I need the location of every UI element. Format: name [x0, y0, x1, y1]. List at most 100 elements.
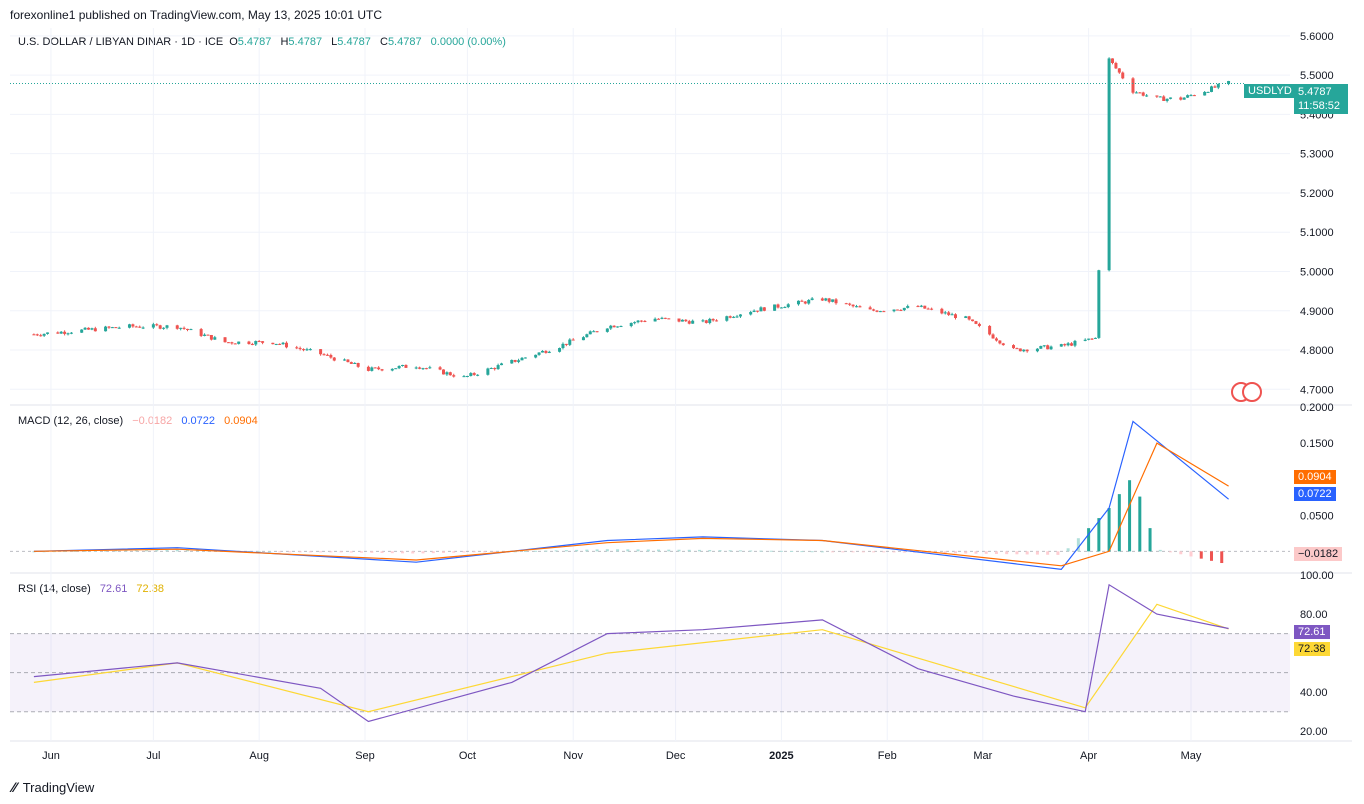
price-tick-label: 4.8000	[1300, 345, 1334, 357]
candle-body	[704, 320, 708, 323]
candle-body	[687, 321, 691, 324]
macd-hist-bar	[800, 551, 804, 553]
candle-body	[657, 318, 661, 320]
candle-body	[472, 373, 476, 375]
candle-body	[441, 369, 445, 375]
macd-legend: MACD (12, 26, close) −0.0182 0.0722 0.09…	[18, 415, 264, 427]
macd-hist-bar	[134, 550, 138, 552]
candle-body	[332, 357, 336, 361]
candle-body	[138, 326, 142, 328]
candle-body	[855, 306, 859, 308]
macd-hist-bar	[1179, 551, 1183, 555]
candle-body	[281, 342, 285, 345]
footer-brand[interactable]: ⁄⁄ TradingView	[12, 779, 94, 795]
candle-body	[203, 334, 207, 336]
candle-body	[1165, 98, 1169, 101]
macd-hist-bar	[185, 550, 189, 552]
candle-body	[1169, 97, 1173, 99]
macd-hist-bar	[1128, 480, 1132, 552]
macd-hist-bar	[657, 549, 661, 552]
candle-body	[701, 320, 705, 322]
candle-body	[162, 327, 166, 329]
macd-hist-bar	[319, 551, 323, 553]
candle-body	[1192, 95, 1196, 97]
candle-body	[185, 328, 189, 330]
candle-body	[691, 320, 695, 324]
candle-body	[199, 329, 203, 336]
candle-body	[69, 332, 73, 334]
macd-hist-bar	[1015, 551, 1019, 555]
candle-body	[284, 342, 288, 348]
candle-body	[489, 368, 493, 370]
candle-body	[165, 325, 169, 328]
candle-body	[612, 325, 616, 328]
candle-body	[438, 367, 442, 370]
candle-body	[810, 298, 814, 300]
candle-body	[404, 364, 408, 368]
candle-body	[114, 327, 118, 329]
macd-hist-bar	[1209, 551, 1213, 561]
tradingview-logo-icon: ⁄⁄	[12, 779, 17, 795]
time-tick-label: Jul	[146, 750, 160, 762]
time-tick-label: Jun	[42, 750, 60, 762]
time-tick-label: Nov	[563, 750, 583, 762]
candle-body	[1018, 348, 1022, 352]
candle-body	[872, 309, 876, 311]
candle-body	[967, 316, 971, 320]
candle-body	[895, 309, 899, 311]
candle-body	[1111, 58, 1115, 64]
candle-body	[868, 307, 872, 310]
macd-hist-bar	[431, 551, 435, 554]
macd-title[interactable]: MACD (12, 26, close)	[18, 415, 124, 427]
macd-hist-bar	[482, 551, 486, 553]
candle-body	[308, 349, 312, 351]
rsi-title[interactable]: RSI (14, close)	[18, 583, 91, 595]
candle-body	[513, 359, 517, 362]
candle-body	[561, 343, 565, 349]
candle-body	[667, 318, 671, 320]
macd-hist-bar	[677, 549, 681, 552]
macd-hist-bar	[554, 550, 558, 552]
candle-body	[1087, 338, 1091, 340]
macd-hist-bar	[267, 551, 271, 553]
candle-body	[831, 299, 835, 302]
candle-body	[206, 334, 210, 336]
macd-hist-bar	[790, 550, 794, 552]
macd-hist-bar	[308, 551, 312, 553]
candle-body	[1022, 349, 1026, 352]
macd-hist-bar	[370, 551, 374, 553]
price-tick-label: 5.6000	[1300, 31, 1334, 43]
macd-signal-line	[33, 442, 1229, 567]
candle-body	[629, 322, 633, 327]
macd-hist-bar	[544, 550, 548, 552]
candle-body	[919, 305, 923, 307]
candle-body	[878, 311, 882, 313]
candle-body	[827, 298, 831, 302]
macd-hist-bar	[728, 550, 732, 552]
macd-hist-bar	[923, 551, 927, 553]
candle-body	[783, 307, 787, 309]
macd-hist-bar	[646, 549, 650, 552]
candle-body	[39, 335, 43, 337]
macd-hist-bar	[749, 550, 753, 552]
rsi-value: 72.61	[99, 583, 128, 595]
ohlc-open: O5.4787	[229, 36, 272, 48]
candle-body	[452, 375, 456, 377]
candle-body	[796, 300, 800, 305]
candle-body	[63, 331, 67, 334]
candle-body	[899, 310, 903, 312]
macd-hist-bar	[104, 550, 108, 552]
macd-hist-bar	[155, 550, 159, 552]
candle-body	[1114, 63, 1118, 69]
macd-hist-bar	[124, 550, 128, 552]
macd-hist-bar	[1107, 508, 1111, 552]
last-price-badge: 5.4787 11:58:52	[1294, 84, 1348, 114]
candle-body	[104, 326, 108, 332]
macd-hist-bar	[667, 549, 671, 552]
macd-line-badge: 0.0722	[1294, 487, 1336, 501]
symbol-title[interactable]: U.S. DOLLAR / LIBYAN DINAR · 1D · ICE	[18, 36, 224, 48]
candle-body	[1107, 58, 1111, 271]
macd-hist-bar	[380, 551, 384, 553]
candle-body	[271, 342, 275, 345]
